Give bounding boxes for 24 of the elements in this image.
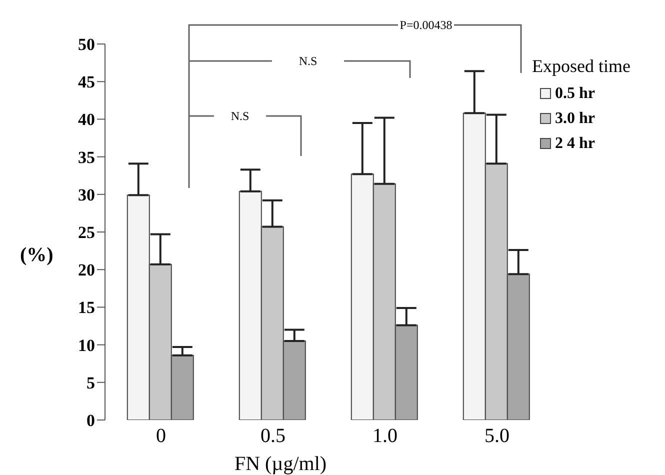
- y-axis-title: (%): [20, 244, 54, 267]
- annotation: N.S: [230, 109, 250, 123]
- y-tick-label: 35: [78, 148, 95, 167]
- y-tick-label: 30: [78, 185, 95, 204]
- x-tick-label: 0: [156, 425, 166, 448]
- x-axis-title: FN (µg/ml): [233, 453, 328, 475]
- annotation: N.S: [298, 54, 318, 68]
- legend-label: 2 4 hr: [555, 134, 595, 152]
- y-tick-label: 0: [86, 411, 95, 430]
- y-tick-label: 15: [78, 298, 95, 318]
- legend-label: 3.0 hr: [555, 110, 595, 128]
- legend-label: 0.5 hr: [555, 84, 595, 102]
- x-tick-label: 5.0: [484, 425, 510, 448]
- y-tick-label: 25: [78, 223, 95, 242]
- x-tick-label: 0.5: [260, 425, 286, 448]
- y-tick-label: 10: [78, 336, 95, 355]
- y-tick-label: 20: [78, 260, 95, 280]
- text: P=0.00438: [400, 18, 452, 32]
- y-tick-label: 45: [78, 72, 95, 92]
- y-tick-label: 40: [78, 110, 95, 130]
- y-tick-label: 5: [86, 373, 95, 392]
- x-tick-label: 1.0: [372, 425, 398, 448]
- legend-title: Exposed time: [532, 56, 630, 77]
- y-tick-label: 50: [78, 35, 95, 54]
